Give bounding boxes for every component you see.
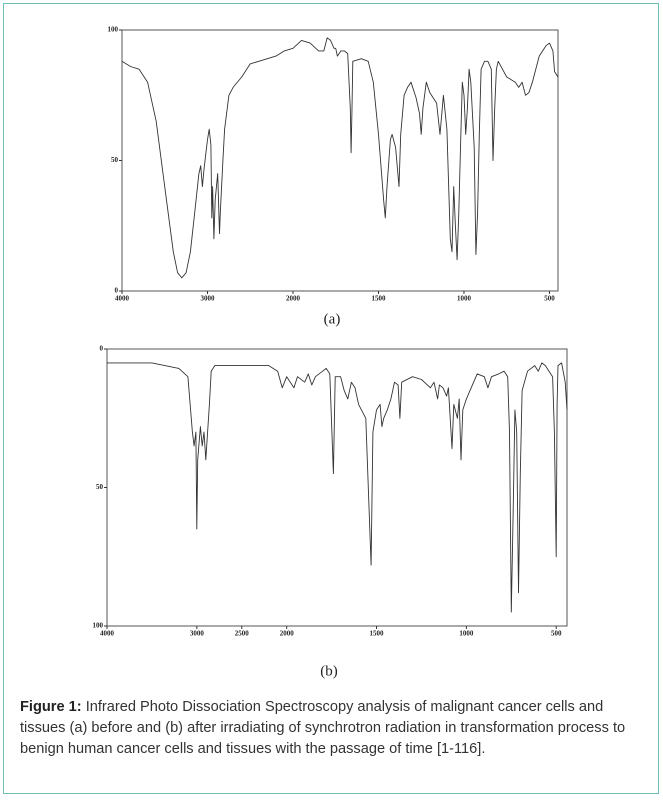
chart-label: (b) bbox=[320, 663, 338, 679]
y-tick-label: 50 bbox=[96, 483, 104, 491]
spectrum-line bbox=[121, 37, 559, 279]
x-tick-label: 4000 bbox=[115, 295, 130, 303]
x-tick-label: 2000 bbox=[280, 630, 295, 638]
y-tick-label: 100 bbox=[93, 622, 104, 630]
x-tick-label: 500 bbox=[551, 630, 562, 638]
figure-caption: Figure 1: Infrared Photo Dissociation Sp… bbox=[20, 697, 644, 760]
x-tick-label: 3000 bbox=[200, 295, 215, 303]
chart-label: (a) bbox=[324, 311, 341, 327]
figure-border bbox=[3, 3, 659, 794]
spectrum-line bbox=[107, 362, 568, 613]
y-tick-label: 0 bbox=[100, 345, 104, 353]
x-tick-label: 1000 bbox=[457, 295, 472, 303]
x-tick-label: 4000 bbox=[100, 630, 115, 638]
x-tick-label: 2000 bbox=[286, 295, 301, 303]
y-tick-label: 100 bbox=[108, 26, 119, 34]
x-tick-label: 500 bbox=[544, 295, 555, 303]
x-tick-label: 1000 bbox=[459, 630, 474, 638]
x-tick-label: 3000 bbox=[190, 630, 205, 638]
x-tick-label: 2500 bbox=[235, 630, 250, 638]
plot-frame bbox=[106, 348, 568, 627]
caption-label: Figure 1: bbox=[20, 699, 82, 715]
x-tick-label: 1500 bbox=[371, 295, 386, 303]
x-tick-label: 1500 bbox=[370, 630, 385, 638]
caption-text: Infrared Photo Dissociation Spectroscopy… bbox=[20, 699, 626, 757]
y-tick-label: 50 bbox=[111, 156, 119, 164]
y-tick-label: 0 bbox=[115, 287, 119, 295]
